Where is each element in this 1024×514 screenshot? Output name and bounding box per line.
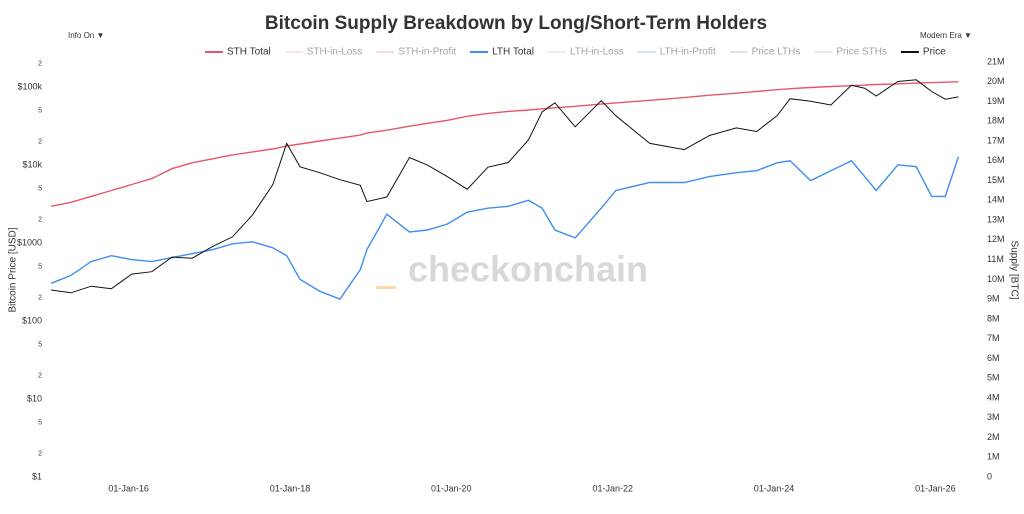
- y-tick-label: $1000: [17, 237, 42, 247]
- x-tick-label: 01-Jan-26: [915, 483, 956, 493]
- chart-title: Bitcoin Supply Breakdown by Long/Short-T…: [265, 13, 767, 34]
- y-tick-label: 5: [38, 107, 42, 114]
- y-tick-label: 2: [38, 138, 42, 145]
- y2-tick-label: 4M: [987, 392, 1000, 402]
- y2-tick-label: 5M: [987, 373, 1000, 383]
- series-line: [50, 81, 959, 207]
- legend-label[interactable]: Price LTHs: [752, 47, 801, 58]
- y2-tick-label: 7M: [987, 333, 1000, 343]
- y2-tick-label: 8M: [987, 313, 1000, 323]
- y-tick-label: 5: [38, 185, 42, 192]
- y-tick-label: $1: [32, 471, 42, 481]
- y2-tick-label: 2M: [987, 432, 1000, 442]
- y-tick-label: $10k: [22, 159, 42, 169]
- x-tick-label: 01-Jan-22: [592, 483, 633, 493]
- legend-label[interactable]: STH-in-Loss: [307, 47, 363, 58]
- y2-tick-label: 20M: [987, 76, 1005, 86]
- y-tick-label: $100k: [17, 82, 42, 92]
- y2-tick-label: 17M: [987, 135, 1005, 145]
- y2-axis-title: Supply [BTC]: [1008, 241, 1019, 300]
- y-tick-label: 2: [38, 216, 42, 223]
- legend: STH Total STH-in-Loss STH-in-Profit LTH Tot…: [205, 47, 946, 58]
- series-line: [51, 79, 959, 294]
- y-tick-label: $100: [22, 315, 42, 325]
- x-tick-label: 01-Jan-16: [108, 483, 149, 493]
- legend-label[interactable]: STH Total: [227, 47, 271, 58]
- y-tick-label: 5: [38, 341, 42, 348]
- y2-tick-label: 11M: [987, 254, 1004, 264]
- watermark-mark: [376, 286, 396, 289]
- legend-label[interactable]: Price STHs: [836, 47, 887, 58]
- x-tick-label: 01-Jan-24: [754, 483, 795, 493]
- watermark: checkonchain: [408, 249, 648, 290]
- y2-tick-label: 3M: [987, 412, 1000, 422]
- legend-label[interactable]: LTH-in-Loss: [570, 47, 624, 58]
- y2-tick-label: 19M: [987, 96, 1005, 106]
- y-tick-label: $10: [27, 393, 42, 403]
- legend-label[interactable]: LTH-in-Profit: [660, 47, 716, 58]
- y-tick-label: 2: [38, 294, 42, 301]
- y-tick-label: 2: [38, 450, 42, 457]
- y-tick-label: 2: [38, 60, 42, 67]
- y2-tick-label: 18M: [987, 116, 1005, 126]
- y2-tick-label: 16M: [987, 155, 1005, 165]
- y2-tick-label: 6M: [987, 353, 1000, 363]
- legend-label[interactable]: LTH Total: [492, 47, 534, 58]
- y2-tick-label: 0: [987, 471, 992, 481]
- y2-tick-label: 9M: [987, 294, 1000, 304]
- y2-tick-label: 10M: [987, 274, 1005, 284]
- legend-label[interactable]: STH-in-Profit: [398, 47, 456, 58]
- y-tick-label: 2: [38, 372, 42, 379]
- y-tick-label: 5: [38, 419, 42, 426]
- y2-tick-label: 13M: [987, 214, 1005, 224]
- y-axis-title: Bitcoin Price [USD]: [8, 227, 19, 312]
- series-line: [50, 156, 960, 300]
- y2-tick-label: 1M: [987, 452, 1000, 462]
- y2-tick-label: 15M: [987, 175, 1005, 185]
- y2-tick-label: 21M: [987, 56, 1005, 66]
- info-dropdown[interactable]: Info On ▼: [68, 31, 104, 40]
- x-tick-label: 01-Jan-20: [431, 483, 472, 493]
- x-tick-label: 01-Jan-18: [270, 483, 311, 493]
- era-dropdown[interactable]: Modern Era ▼: [920, 31, 972, 40]
- y2-tick-label: 12M: [987, 234, 1005, 244]
- y2-tick-label: 14M: [987, 195, 1005, 205]
- legend-label[interactable]: Price: [923, 47, 946, 58]
- y-tick-label: 5: [38, 263, 42, 270]
